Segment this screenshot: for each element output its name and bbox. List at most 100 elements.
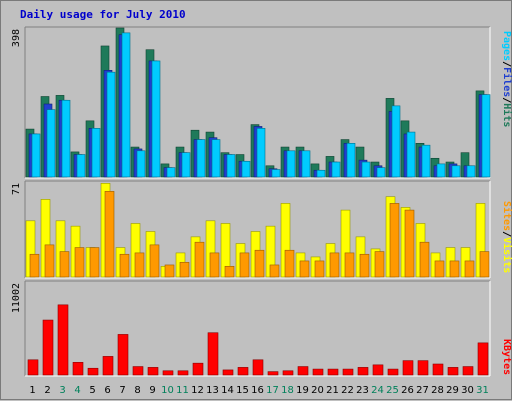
bar-kbytes-day-16 — [252, 359, 264, 376]
bar-kbytes-day-10 — [162, 370, 174, 376]
bar-pages-day-22 — [346, 143, 356, 178]
legend-item-kbytes: KBytes — [501, 339, 512, 375]
bar-kbytes-day-30 — [462, 366, 474, 376]
bar-kbytes-day-11 — [177, 370, 189, 376]
bar-pages-day-12 — [196, 139, 206, 178]
legend-separator: / — [501, 97, 512, 103]
day-label-18: 18 — [281, 385, 294, 396]
bar-pages-day-19 — [301, 150, 311, 178]
bar-pages-day-5 — [91, 128, 101, 178]
bar-kbytes-day-4 — [72, 362, 84, 376]
bar-sites-day-21 — [329, 252, 340, 278]
bar-kbytes-day-22 — [342, 368, 354, 376]
day-label-10: 10 — [161, 385, 174, 396]
bar-kbytes-day-6 — [102, 356, 114, 376]
y-max-label-2: 71 — [11, 183, 22, 195]
bar-pages-day-23 — [361, 161, 371, 178]
bar-pages-day-27 — [421, 144, 431, 178]
bar-kbytes-day-28 — [432, 363, 444, 376]
bar-sites-day-2 — [44, 244, 55, 278]
bar-pages-day-25 — [391, 105, 401, 178]
y-max-label-1: 398 — [11, 29, 22, 47]
bar-pages-day-17 — [271, 169, 281, 178]
bar-sites-day-25 — [389, 203, 400, 278]
bar-sites-day-11 — [179, 261, 190, 278]
legend-1: Pages/Files/Hits — [501, 31, 512, 127]
day-label-15: 15 — [236, 385, 249, 396]
day-label-19: 19 — [296, 385, 309, 396]
bar-pages-day-10 — [166, 167, 176, 178]
bar-kbytes-day-26 — [402, 360, 414, 376]
bar-kbytes-day-27 — [417, 360, 429, 376]
day-label-17: 17 — [266, 385, 279, 396]
day-label-16: 16 — [251, 385, 264, 396]
bar-kbytes-day-23 — [357, 367, 369, 376]
bar-kbytes-day-25 — [387, 368, 399, 376]
bar-kbytes-day-29 — [447, 367, 459, 376]
day-label-6: 6 — [104, 385, 110, 396]
bar-pages-day-11 — [181, 152, 191, 178]
bar-pages-day-9 — [151, 60, 161, 178]
bar-sites-day-18 — [284, 249, 295, 278]
bar-pages-day-24 — [376, 167, 386, 178]
day-label-20: 20 — [311, 385, 324, 396]
bar-pages-day-16 — [256, 128, 266, 178]
bar-kbytes-day-15 — [237, 367, 249, 376]
y-max-label-3: 11002 — [11, 283, 22, 313]
day-label-27: 27 — [416, 385, 429, 396]
day-label-4: 4 — [74, 385, 80, 396]
day-label-22: 22 — [341, 385, 354, 396]
day-label-23: 23 — [356, 385, 369, 396]
legend-item-files: Files — [501, 67, 512, 97]
bar-kbytes-day-13 — [207, 332, 219, 376]
bar-sites-day-8 — [134, 252, 145, 278]
bar-pages-day-21 — [331, 161, 341, 178]
bar-kbytes-day-20 — [312, 368, 324, 376]
bar-sites-day-3 — [59, 251, 70, 278]
day-label-7: 7 — [119, 385, 125, 396]
day-label-12: 12 — [191, 385, 204, 396]
legend-separator: / — [501, 231, 512, 237]
bar-pages-day-4 — [76, 154, 86, 178]
bar-kbytes-day-9 — [147, 367, 159, 376]
bar-sites-day-12 — [194, 241, 205, 278]
bar-kbytes-day-18 — [282, 370, 294, 376]
bar-kbytes-day-2 — [42, 319, 54, 376]
day-label-21: 21 — [326, 385, 339, 396]
day-label-13: 13 — [206, 385, 219, 396]
bar-pages-day-3 — [61, 99, 71, 178]
bar-pages-day-18 — [286, 150, 296, 178]
bar-sites-day-22 — [344, 252, 355, 278]
bar-sites-day-29 — [449, 260, 460, 278]
bar-sites-day-24 — [374, 251, 385, 278]
bar-sites-day-27 — [419, 241, 430, 278]
bar-sites-day-5 — [89, 247, 100, 278]
bar-sites-day-4 — [74, 247, 85, 278]
bar-sites-day-6 — [104, 191, 115, 278]
day-label-8: 8 — [134, 385, 140, 396]
bar-pages-day-29 — [451, 165, 461, 178]
bar-kbytes-day-21 — [327, 368, 339, 376]
bar-sites-day-26 — [404, 209, 415, 278]
bar-sites-day-17 — [269, 264, 280, 278]
bar-pages-day-13 — [211, 139, 221, 178]
day-label-3: 3 — [59, 385, 65, 396]
day-label-5: 5 — [89, 385, 95, 396]
legend-3: KBytes — [501, 339, 512, 375]
legend-2: Sites/Visits — [501, 201, 512, 273]
bar-sites-day-1 — [29, 253, 40, 278]
day-label-14: 14 — [221, 385, 234, 396]
bar-sites-day-14 — [224, 265, 235, 278]
bar-sites-day-15 — [239, 252, 250, 278]
bar-sites-day-30 — [464, 260, 475, 278]
bar-kbytes-day-1 — [27, 359, 39, 376]
day-label-2: 2 — [44, 385, 50, 396]
bar-sites-day-16 — [254, 249, 265, 278]
bar-kbytes-day-3 — [57, 304, 69, 376]
bar-kbytes-day-17 — [267, 371, 279, 376]
day-label-31: 31 — [476, 385, 489, 396]
day-label-24: 24 — [371, 385, 384, 396]
legend-separator: / — [501, 61, 512, 67]
